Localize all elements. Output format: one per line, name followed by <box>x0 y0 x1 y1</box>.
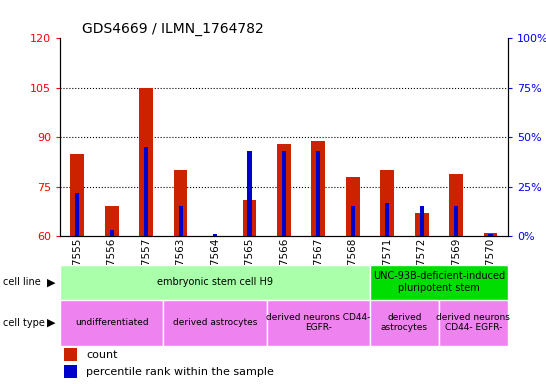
Bar <box>454 207 458 236</box>
Text: cell line: cell line <box>3 277 40 287</box>
Text: ▶: ▶ <box>46 318 55 328</box>
Bar <box>63 365 77 379</box>
Bar <box>266 300 370 346</box>
Text: ▶: ▶ <box>46 277 55 287</box>
Bar <box>247 151 252 236</box>
Bar <box>70 154 84 236</box>
Text: derived neurons CD44-
EGFR-: derived neurons CD44- EGFR- <box>266 313 371 332</box>
Bar <box>415 213 429 236</box>
Bar <box>489 234 492 236</box>
Bar <box>381 170 394 236</box>
Bar <box>346 177 360 236</box>
Bar <box>484 233 497 236</box>
Bar <box>277 144 291 236</box>
Bar <box>139 88 153 236</box>
Bar <box>449 174 463 236</box>
Text: derived astrocytes: derived astrocytes <box>173 318 257 327</box>
Bar <box>163 300 266 346</box>
Bar <box>179 207 183 236</box>
Bar <box>60 300 163 346</box>
Bar <box>242 200 257 236</box>
Text: count: count <box>86 349 117 359</box>
Bar <box>316 151 321 236</box>
Text: UNC-93B-deficient-induced
pluripotent stem: UNC-93B-deficient-induced pluripotent st… <box>373 271 505 293</box>
Bar <box>420 207 424 236</box>
Bar <box>63 348 77 361</box>
Text: derived
astrocytes: derived astrocytes <box>381 313 428 332</box>
Bar <box>174 170 187 236</box>
Bar <box>351 207 355 236</box>
Bar <box>110 230 114 236</box>
Text: cell type: cell type <box>3 318 45 328</box>
Bar <box>213 234 217 236</box>
Text: embryonic stem cell H9: embryonic stem cell H9 <box>157 277 273 287</box>
Bar <box>370 265 508 300</box>
Bar <box>282 151 286 236</box>
Text: percentile rank within the sample: percentile rank within the sample <box>86 367 274 377</box>
Text: GDS4669 / ILMN_1764782: GDS4669 / ILMN_1764782 <box>82 22 264 36</box>
Text: undifferentiated: undifferentiated <box>75 318 149 327</box>
Bar <box>385 202 389 236</box>
Bar <box>60 265 370 300</box>
Text: derived neurons
CD44- EGFR-: derived neurons CD44- EGFR- <box>436 313 511 332</box>
Bar <box>370 300 439 346</box>
Bar <box>105 207 118 236</box>
Bar <box>439 300 508 346</box>
Bar <box>311 141 325 236</box>
Bar <box>144 147 148 236</box>
Bar <box>75 193 79 236</box>
